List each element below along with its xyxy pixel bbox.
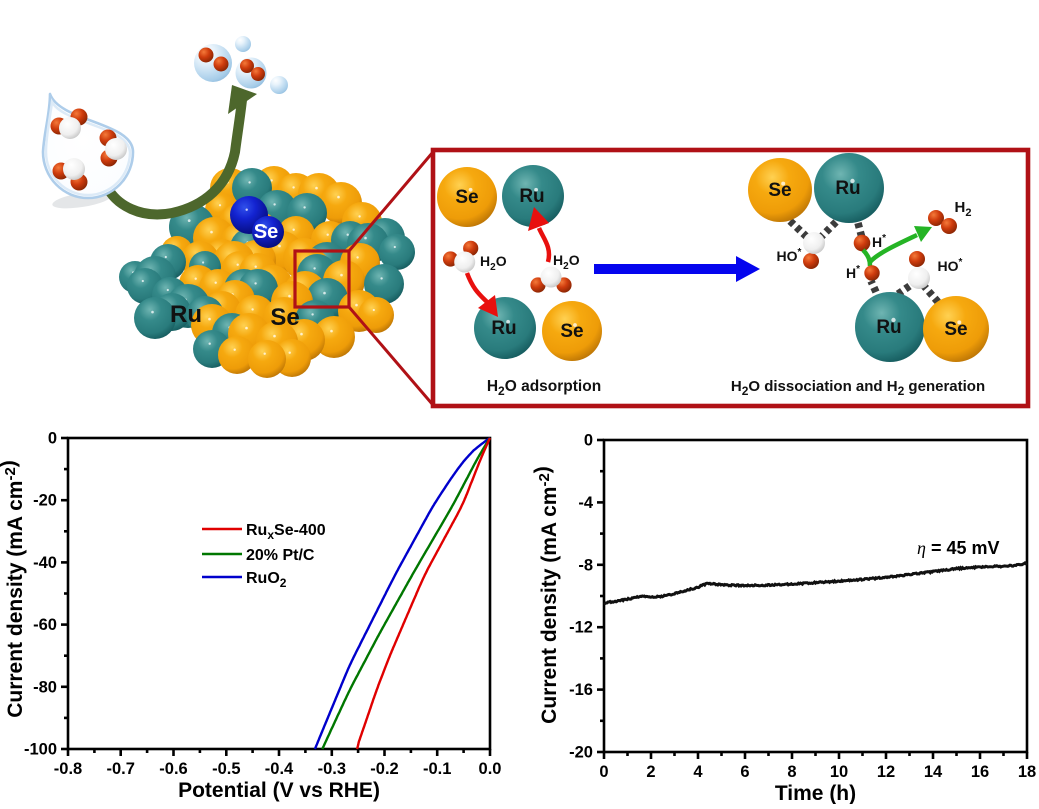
svg-text:Time (h): Time (h): [775, 782, 856, 804]
svg-text:Se: Se: [944, 319, 967, 340]
svg-text:-0.3: -0.3: [318, 760, 346, 778]
svg-text:Ru: Ru: [519, 186, 544, 207]
svg-text:-0.7: -0.7: [106, 760, 134, 778]
svg-text:0: 0: [584, 432, 593, 450]
svg-text:Ru: Ru: [876, 317, 901, 338]
svg-text:Ru: Ru: [835, 178, 860, 199]
svg-text:Potential (V vs RHE): Potential (V vs RHE): [178, 779, 380, 802]
svg-text:-8: -8: [578, 556, 593, 574]
svg-text:-100: -100: [24, 741, 57, 759]
svg-text:16: 16: [971, 763, 989, 781]
svg-text:-60: -60: [33, 616, 57, 634]
svg-text:Se: Se: [455, 187, 478, 208]
svg-text:H2O: H2O: [480, 253, 507, 273]
svg-text:Se: Se: [254, 221, 278, 243]
svg-text:12: 12: [877, 763, 895, 781]
svg-text:Se: Se: [560, 321, 583, 342]
svg-text:8: 8: [787, 763, 796, 781]
svg-text:-0.8: -0.8: [54, 760, 82, 778]
svg-text:14: 14: [924, 763, 943, 781]
svg-text:10: 10: [830, 763, 848, 781]
svg-text:0: 0: [48, 430, 57, 448]
svg-text:-40: -40: [33, 554, 57, 572]
svg-text:-4: -4: [578, 494, 593, 512]
svg-text:RuO2: RuO2: [246, 570, 287, 590]
svg-text:H2O: H2O: [553, 252, 580, 272]
svg-text:Ru: Ru: [491, 318, 516, 339]
svg-text:-20: -20: [33, 492, 57, 510]
svg-text:HO*: HO*: [777, 247, 802, 264]
svg-text:H2O dissociation and H2 genera: H2O dissociation and H2 generation: [731, 378, 985, 398]
svg-text:Current density (mA cm-2): Current density (mA cm-2): [0, 460, 27, 718]
svg-text:4: 4: [693, 763, 703, 781]
svg-text:Se: Se: [768, 180, 791, 201]
svg-text:Ru: Ru: [170, 301, 202, 328]
svg-text:6: 6: [740, 763, 749, 781]
svg-text:-20: -20: [569, 744, 593, 762]
svg-text:-80: -80: [33, 678, 57, 696]
svg-text:H2O adsorption: H2O adsorption: [487, 378, 601, 398]
svg-text:-16: -16: [569, 681, 593, 699]
svg-text:η = 45 mV: η = 45 mV: [917, 538, 999, 558]
svg-text:-0.5: -0.5: [212, 760, 240, 778]
svg-text:-0.6: -0.6: [159, 760, 187, 778]
svg-text:-0.2: -0.2: [370, 760, 398, 778]
svg-text:18: 18: [1018, 763, 1036, 781]
svg-text:-12: -12: [569, 619, 593, 637]
svg-text:HO*: HO*: [938, 257, 963, 274]
svg-text:2: 2: [646, 763, 655, 781]
svg-text:-0.1: -0.1: [423, 760, 451, 778]
svg-text:20% Pt/C: 20% Pt/C: [246, 547, 315, 564]
svg-text:0: 0: [599, 763, 608, 781]
svg-text:0.0: 0.0: [479, 760, 502, 778]
svg-text:RuxSe-400: RuxSe-400: [246, 522, 326, 542]
svg-text:-0.4: -0.4: [265, 760, 294, 778]
